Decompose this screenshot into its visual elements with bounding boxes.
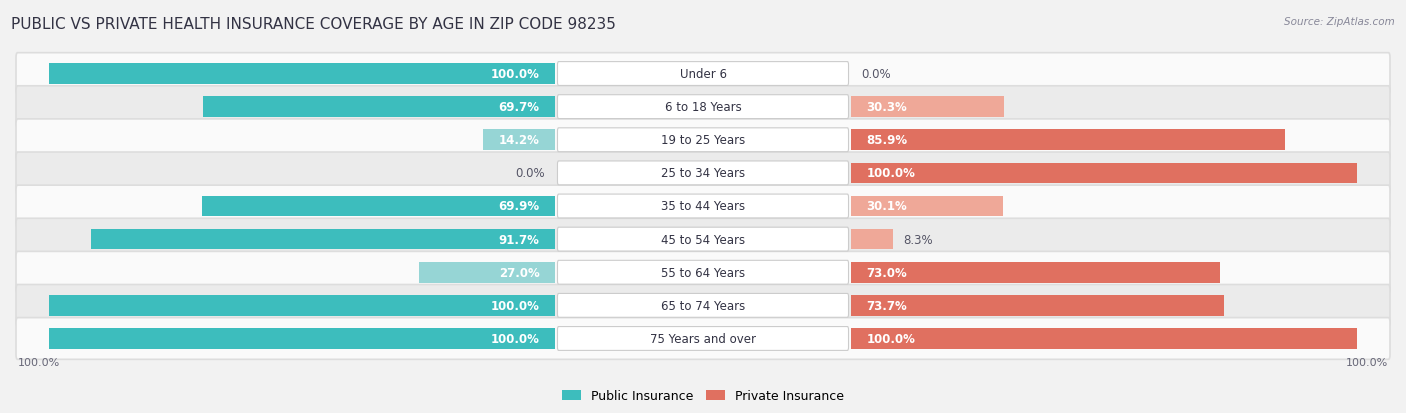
Text: 100.0%: 100.0% (491, 299, 540, 312)
Bar (484, 130, 555, 151)
Bar (49, 328, 555, 349)
Text: 91.7%: 91.7% (499, 233, 540, 246)
Text: 100.0%: 100.0% (491, 332, 540, 345)
Legend: Public Insurance, Private Insurance: Public Insurance, Private Insurance (557, 385, 849, 408)
Text: 30.3%: 30.3% (866, 101, 907, 114)
Text: 100.0%: 100.0% (491, 68, 540, 81)
Bar (851, 295, 1223, 316)
FancyBboxPatch shape (15, 120, 1391, 161)
Bar (851, 163, 1357, 184)
Bar (201, 196, 555, 217)
Bar (851, 97, 1004, 118)
Bar (851, 262, 1220, 283)
FancyBboxPatch shape (558, 95, 849, 119)
Text: 100.0%: 100.0% (866, 332, 915, 345)
Bar (49, 64, 555, 85)
Bar (49, 295, 555, 316)
Text: 14.2%: 14.2% (499, 134, 540, 147)
FancyBboxPatch shape (15, 54, 1391, 95)
Text: 6 to 18 Years: 6 to 18 Years (665, 101, 741, 114)
Text: 69.9%: 69.9% (499, 200, 540, 213)
FancyBboxPatch shape (558, 327, 849, 351)
Text: 65 to 74 Years: 65 to 74 Years (661, 299, 745, 312)
FancyBboxPatch shape (15, 318, 1391, 359)
FancyBboxPatch shape (558, 161, 849, 185)
FancyBboxPatch shape (15, 186, 1391, 227)
Text: 75 Years and over: 75 Years and over (650, 332, 756, 345)
Text: Source: ZipAtlas.com: Source: ZipAtlas.com (1284, 17, 1395, 26)
Text: 35 to 44 Years: 35 to 44 Years (661, 200, 745, 213)
FancyBboxPatch shape (15, 87, 1391, 128)
Text: 0.0%: 0.0% (860, 68, 891, 81)
Text: 69.7%: 69.7% (499, 101, 540, 114)
Text: 85.9%: 85.9% (866, 134, 907, 147)
FancyBboxPatch shape (15, 219, 1391, 260)
Text: 27.0%: 27.0% (499, 266, 540, 279)
FancyBboxPatch shape (558, 261, 849, 285)
FancyBboxPatch shape (558, 195, 849, 218)
FancyBboxPatch shape (15, 153, 1391, 194)
FancyBboxPatch shape (15, 285, 1391, 326)
Text: 73.0%: 73.0% (866, 266, 907, 279)
Bar (91, 229, 555, 250)
Text: 25 to 34 Years: 25 to 34 Years (661, 167, 745, 180)
Bar (851, 130, 1285, 151)
FancyBboxPatch shape (558, 294, 849, 318)
FancyBboxPatch shape (558, 228, 849, 252)
Bar (851, 328, 1357, 349)
Text: 45 to 54 Years: 45 to 54 Years (661, 233, 745, 246)
Text: 100.0%: 100.0% (866, 167, 915, 180)
Text: 19 to 25 Years: 19 to 25 Years (661, 134, 745, 147)
Text: 55 to 64 Years: 55 to 64 Years (661, 266, 745, 279)
Bar (851, 229, 893, 250)
FancyBboxPatch shape (558, 62, 849, 86)
Bar (851, 196, 1002, 217)
Text: 8.3%: 8.3% (903, 233, 932, 246)
Bar (419, 262, 555, 283)
Text: 0.0%: 0.0% (515, 167, 546, 180)
Text: PUBLIC VS PRIVATE HEALTH INSURANCE COVERAGE BY AGE IN ZIP CODE 98235: PUBLIC VS PRIVATE HEALTH INSURANCE COVER… (11, 17, 616, 31)
Text: 100.0%: 100.0% (1346, 358, 1389, 368)
Bar (202, 97, 555, 118)
Text: 30.1%: 30.1% (866, 200, 907, 213)
Text: Under 6: Under 6 (679, 68, 727, 81)
FancyBboxPatch shape (15, 252, 1391, 293)
FancyBboxPatch shape (558, 128, 849, 152)
Text: 73.7%: 73.7% (866, 299, 907, 312)
Text: 100.0%: 100.0% (18, 358, 60, 368)
